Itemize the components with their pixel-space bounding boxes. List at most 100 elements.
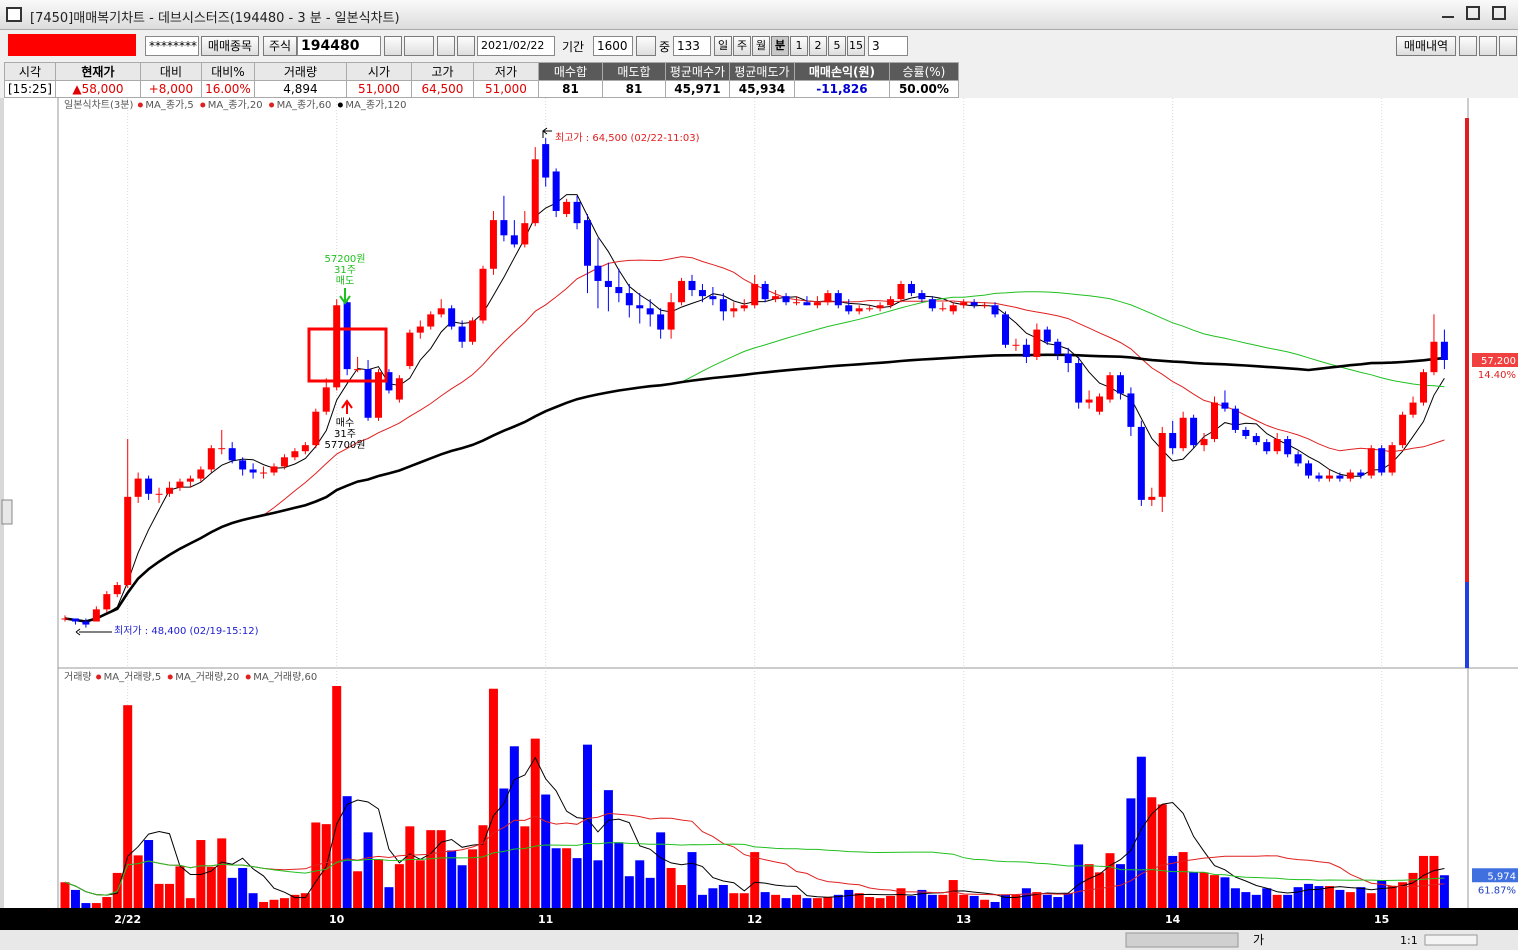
candle-body bbox=[1357, 472, 1365, 476]
candle-body bbox=[1116, 375, 1124, 394]
candle-body bbox=[584, 220, 591, 266]
candle-body bbox=[1346, 472, 1354, 479]
volume-bar bbox=[1356, 887, 1366, 908]
candle-body bbox=[1252, 436, 1260, 443]
code-input[interactable]: 194480 bbox=[297, 36, 381, 56]
zoom-ratio[interactable]: 1:1 bbox=[1400, 934, 1418, 947]
trade-item-button[interactable]: 매매종목 bbox=[201, 36, 259, 56]
interval-button[interactable]: 월 bbox=[752, 36, 770, 56]
interval-button[interactable]: 1 bbox=[790, 36, 808, 56]
candle-body bbox=[333, 305, 341, 388]
x-tick-label: 11 bbox=[538, 913, 553, 926]
candle-body bbox=[427, 314, 435, 327]
volume-ma-line bbox=[64, 812, 1445, 896]
sell-arrow bbox=[339, 288, 351, 305]
volume-bar bbox=[802, 898, 812, 908]
volume-bar bbox=[353, 871, 363, 908]
candle-body bbox=[949, 305, 957, 312]
volume-bar bbox=[562, 848, 572, 908]
interval-button[interactable]: 주 bbox=[733, 36, 751, 56]
last-volume-label: 5,974 bbox=[1487, 871, 1516, 882]
volume-bar bbox=[269, 899, 279, 908]
zoom-slider[interactable] bbox=[1424, 934, 1478, 946]
candle-body bbox=[1440, 341, 1448, 360]
candle-body bbox=[1012, 344, 1020, 346]
legend-entry: MA_종가,120 bbox=[345, 99, 406, 111]
candle-body bbox=[291, 451, 299, 458]
summary-value-cell: 51,000 bbox=[472, 80, 539, 98]
sell-annotation: 31주 bbox=[334, 265, 356, 276]
market-button[interactable]: 주식 bbox=[263, 36, 297, 56]
candle-body bbox=[1336, 475, 1344, 479]
volume-bar bbox=[1283, 894, 1293, 908]
candle-body bbox=[740, 305, 748, 309]
font-button[interactable]: 가 bbox=[1253, 933, 1264, 947]
interval-button[interactable]: 2 bbox=[809, 36, 827, 56]
candle-body bbox=[1294, 454, 1302, 464]
summary-value-cell: 4,894 bbox=[253, 80, 347, 98]
summary-value-cell: 45,971 bbox=[664, 80, 730, 98]
volume-bar bbox=[1011, 894, 1021, 908]
volume-bar bbox=[666, 867, 676, 908]
window-controls[interactable] bbox=[1316, 6, 1506, 22]
minimize-button[interactable] bbox=[1442, 16, 1454, 18]
candle-body bbox=[103, 594, 111, 610]
period-input[interactable]: 1600 bbox=[593, 36, 633, 56]
summary-header-cell: 현재가 bbox=[54, 62, 141, 81]
summary-header-cell: 평균매도가 bbox=[728, 62, 795, 81]
candle-body bbox=[1127, 393, 1135, 427]
summary-value-cell: -11,826 bbox=[793, 80, 890, 98]
scrollbar[interactable] bbox=[1125, 932, 1239, 948]
last-volume-marker bbox=[1472, 868, 1518, 883]
volume-bar bbox=[1251, 894, 1261, 908]
interval-button[interactable]: 분 bbox=[771, 36, 789, 56]
summary-value-cell: 64,500 bbox=[410, 80, 474, 98]
candle-body bbox=[458, 326, 466, 342]
volume-bar bbox=[833, 894, 843, 908]
interval-button[interactable]: 15 bbox=[847, 36, 865, 56]
volume-bar bbox=[1210, 875, 1219, 908]
history-button[interactable]: 매매내역 bbox=[1396, 36, 1456, 56]
interval-select[interactable]: 3 bbox=[868, 36, 908, 56]
volume-bar bbox=[1241, 892, 1251, 908]
candle-body bbox=[155, 493, 163, 495]
volume-bar bbox=[771, 894, 781, 908]
zoom-button[interactable] bbox=[636, 36, 656, 56]
sell-annotation: 57200원 bbox=[324, 253, 365, 265]
candle-body bbox=[82, 621, 90, 625]
volume-bar bbox=[1324, 886, 1334, 908]
play-button[interactable] bbox=[437, 36, 455, 56]
candle-body bbox=[312, 411, 320, 446]
candle-body bbox=[1284, 439, 1292, 455]
search-button[interactable] bbox=[384, 36, 402, 56]
panel-toggle[interactable] bbox=[1, 499, 13, 525]
candle-body bbox=[280, 457, 288, 467]
interval-button[interactable]: 일 bbox=[714, 36, 732, 56]
volume-bar bbox=[896, 888, 906, 908]
volume-bar bbox=[520, 826, 530, 908]
back-button[interactable] bbox=[457, 36, 475, 56]
candle-body bbox=[249, 469, 257, 473]
count-input[interactable]: 133 bbox=[673, 36, 711, 56]
close-button[interactable] bbox=[1492, 6, 1506, 20]
volume-ma-line bbox=[64, 756, 1445, 899]
volume-bar bbox=[1220, 877, 1230, 908]
x-tick-label: 13 bbox=[956, 913, 971, 926]
settings-button[interactable] bbox=[1499, 36, 1517, 56]
interval-button[interactable]: 5 bbox=[828, 36, 846, 56]
save-button[interactable] bbox=[1479, 36, 1497, 56]
password-field[interactable]: ******** bbox=[145, 36, 199, 56]
volume-bar bbox=[1429, 855, 1439, 908]
volume-bar bbox=[499, 788, 509, 908]
candle-body bbox=[354, 369, 362, 371]
candle-body bbox=[657, 314, 665, 330]
volume-bar bbox=[917, 889, 927, 908]
date-input[interactable]: 2021/02/22 bbox=[477, 36, 555, 56]
candle-body bbox=[1325, 475, 1333, 479]
volume-bar bbox=[1366, 893, 1376, 908]
sort-button[interactable] bbox=[404, 36, 434, 56]
candle-body bbox=[625, 293, 633, 306]
open-button[interactable] bbox=[1459, 36, 1477, 56]
maximize-button[interactable] bbox=[1466, 6, 1480, 20]
candle-body bbox=[113, 585, 121, 595]
